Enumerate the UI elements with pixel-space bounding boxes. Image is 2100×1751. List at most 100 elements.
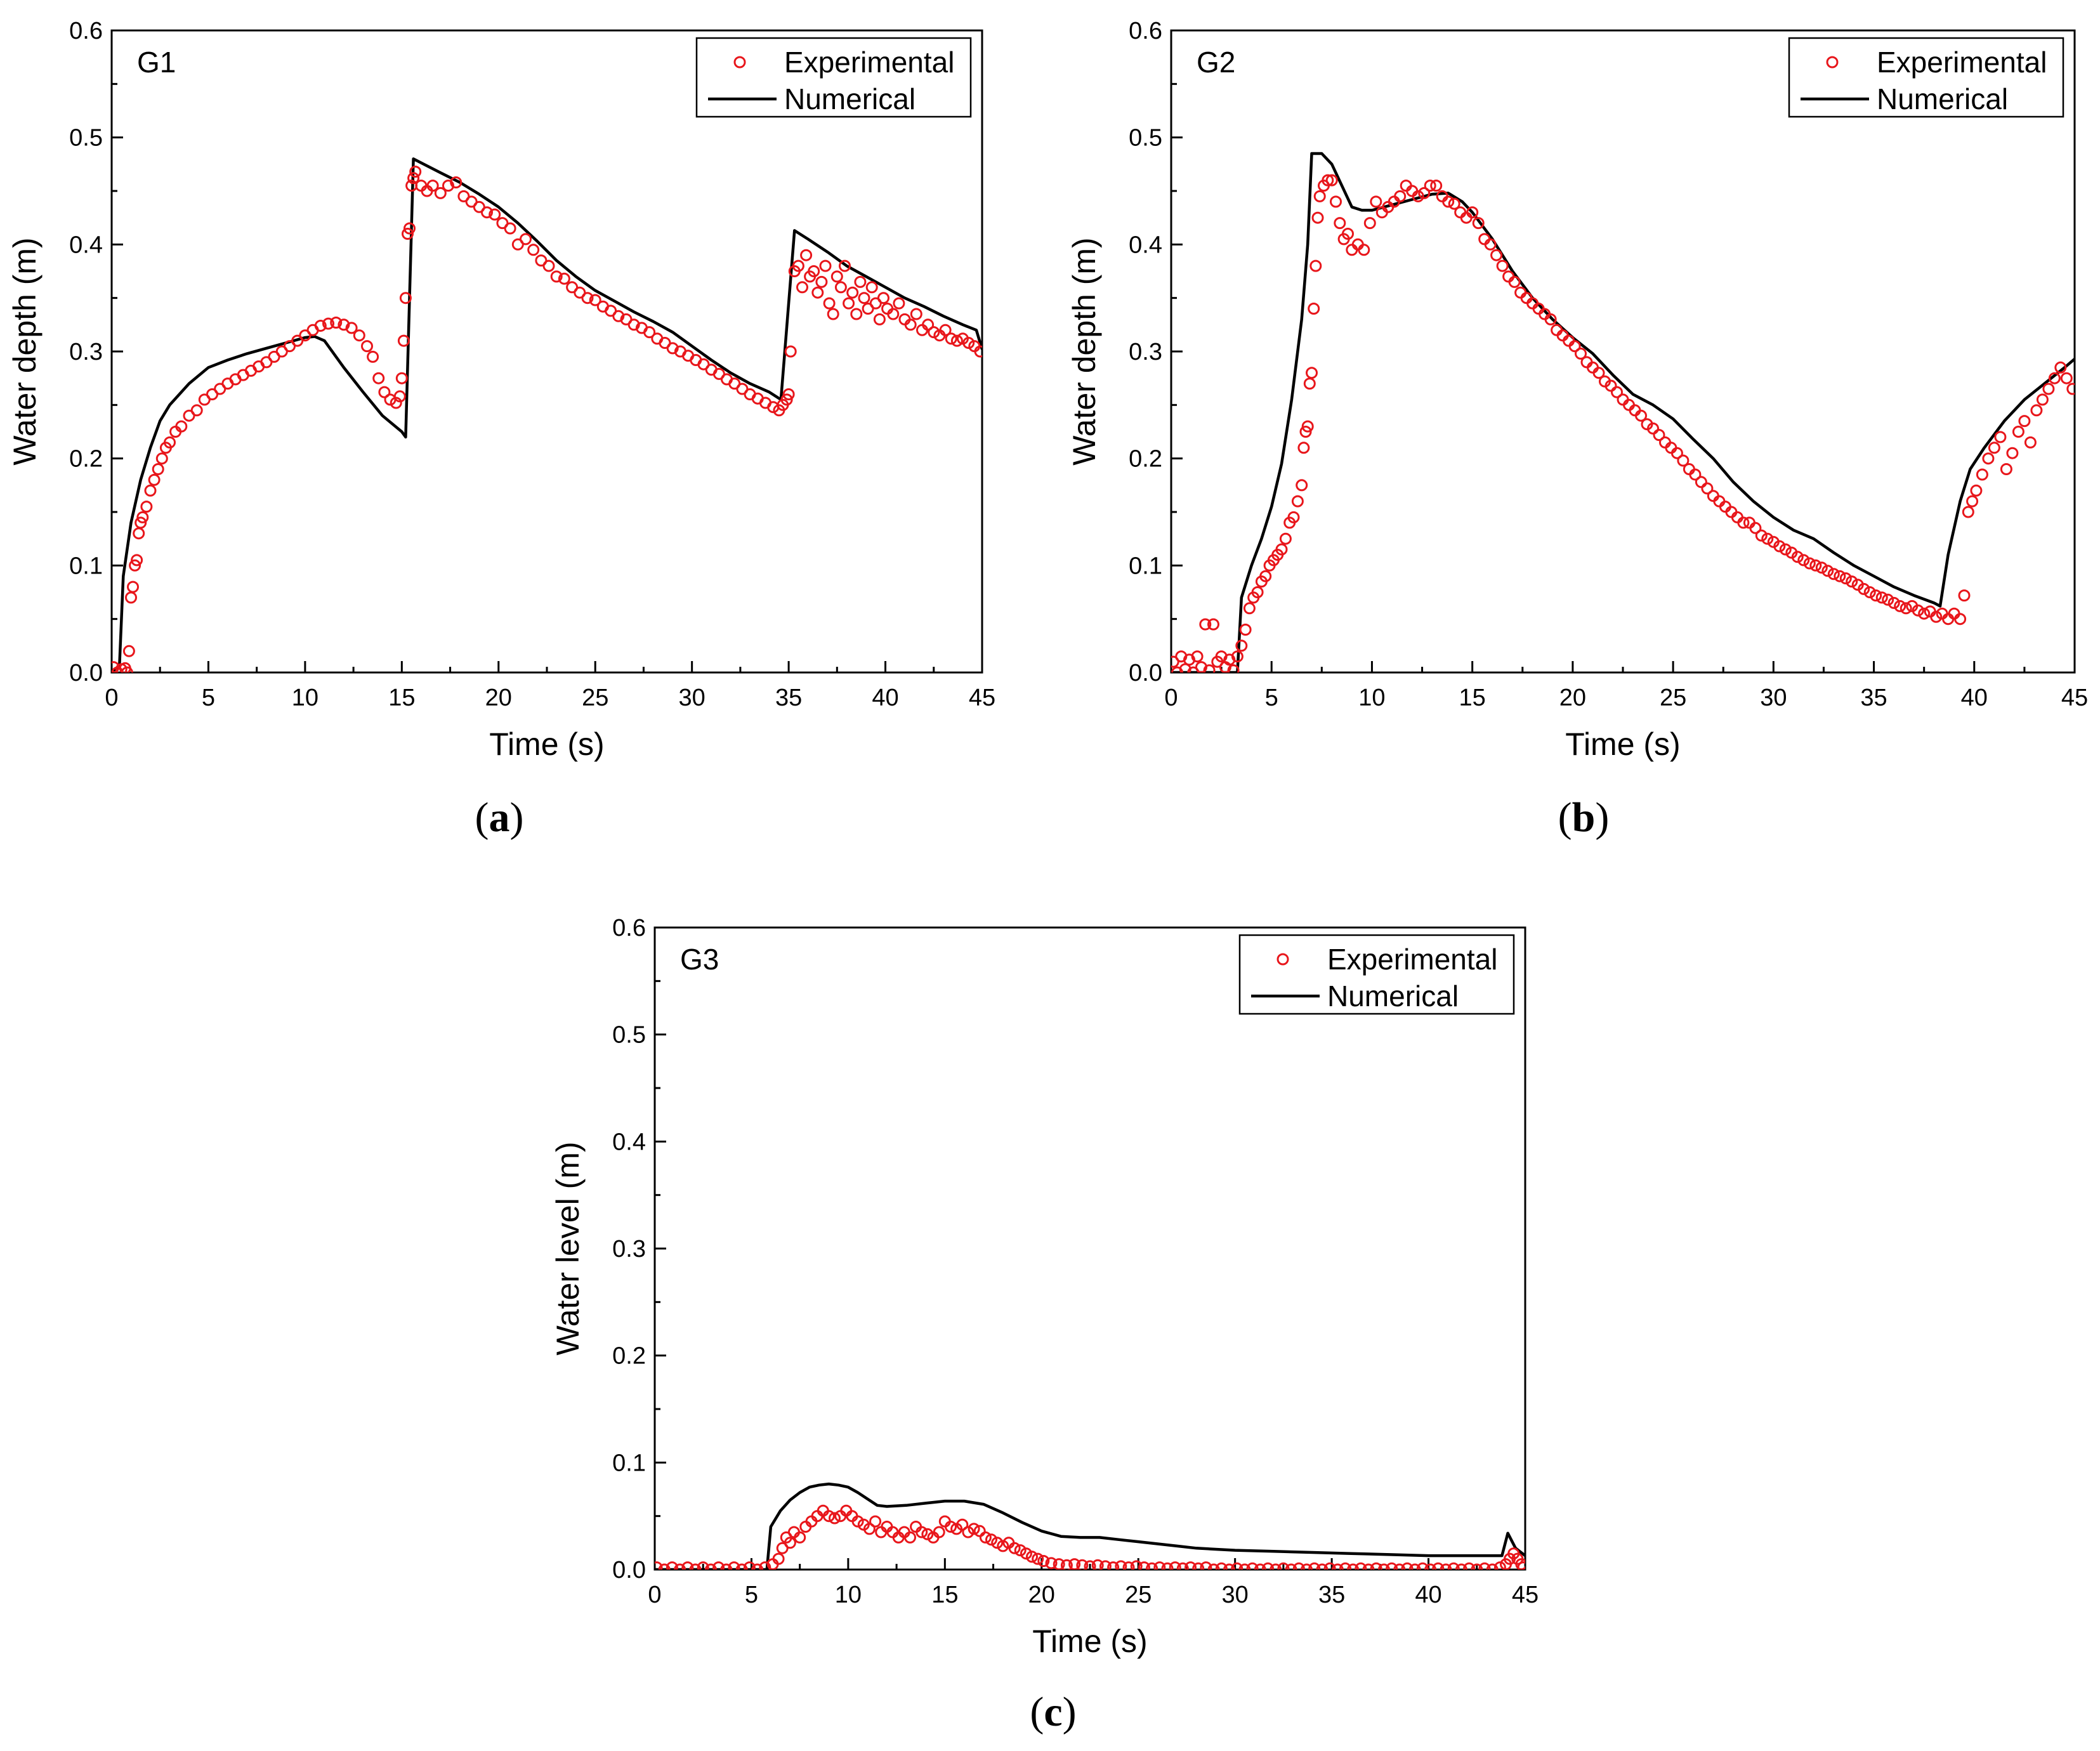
panel-caption: (a) [475, 794, 524, 841]
experimental-point [1994, 431, 2007, 443]
experimental-point [450, 176, 463, 188]
experimental-point [939, 324, 952, 336]
experimental-point [1605, 379, 1617, 392]
experimental-point [979, 1531, 992, 1544]
experimental-point [1412, 190, 1424, 202]
experimental-point [858, 292, 870, 305]
experimental-point [712, 1561, 725, 1570]
experimental-point [945, 1521, 957, 1533]
experimental-point [1773, 540, 1786, 553]
experimental-point [1301, 1563, 1313, 1570]
experimental-point [1347, 1563, 1360, 1570]
experimental-point [125, 591, 137, 604]
experimental-point [2000, 463, 2012, 475]
x-tick-label: 15 [388, 685, 415, 711]
legend-numerical-label: Numerical [1327, 980, 1459, 1013]
experimental-point [1107, 1561, 1120, 1570]
experimental-point [1122, 1561, 1135, 1570]
experimental-point [397, 334, 410, 347]
experimental-point [1161, 1562, 1174, 1570]
experimental-point [1311, 211, 1324, 224]
experimental-point [1962, 506, 1974, 518]
experimental-point [869, 1515, 882, 1528]
experimental-point [1138, 1561, 1150, 1570]
y-tick-label: 0.4 [1129, 232, 1162, 258]
x-tick-label: 25 [1125, 1582, 1152, 1608]
x-tick-label: 10 [1358, 685, 1385, 711]
experimental-point [407, 172, 420, 185]
experimental-point [658, 1563, 671, 1570]
numerical-series-line [112, 157, 982, 672]
experimental-point [155, 452, 168, 465]
experimental-point [1309, 259, 1322, 272]
experimental-point [1424, 1563, 1437, 1570]
experimental-point [792, 259, 804, 272]
experimental-point [1037, 1555, 1050, 1567]
y-tick-label: 0.1 [1129, 553, 1162, 579]
experimental-point [1386, 1562, 1398, 1570]
experimental-point [968, 1523, 980, 1535]
chart-panel-b: 0 5 10 15 20 25 30 35 40 45 0.0 0.1 0.2 0.3 0.4 0.5 0.6 T… [1066, 18, 2088, 841]
chart-panel-c: 0 5 10 15 20 25 30 35 40 45 0.0 0.1 0.2 0.3 0.4 0.5 0.6 T… [550, 915, 1539, 1735]
experimental-point [1231, 1562, 1244, 1570]
experimental-point [1918, 607, 1931, 620]
experimental-point [1815, 561, 1828, 574]
legend-box [1238, 934, 1515, 1015]
experimental-point [772, 1552, 785, 1565]
experimental-point [1894, 600, 1906, 612]
experimental-point [1171, 666, 1183, 672]
numerical-series-line [1171, 152, 2075, 672]
y-axis-label: Water depth (m) [1066, 237, 1102, 465]
experimental-point [1424, 180, 1436, 192]
x-tick-label: 40 [872, 685, 898, 711]
experimental-point [1099, 1560, 1112, 1570]
experimental-point [361, 340, 373, 353]
x-tick-label: 20 [485, 685, 512, 711]
experimental-point [1130, 1560, 1143, 1570]
experimental-point [367, 350, 379, 363]
experimental-point [697, 1561, 709, 1570]
experimental-point [1870, 589, 1882, 602]
plot-frame [110, 29, 983, 674]
experimental-point [2018, 415, 2031, 428]
experimental-point [1270, 1563, 1282, 1570]
experimental-point [1858, 582, 1870, 595]
y-tick-label: 0.3 [612, 1236, 646, 1262]
experimental-point [674, 1563, 686, 1570]
experimental-point [1930, 610, 1943, 623]
experimental-point [850, 308, 863, 320]
caption-open-paren: ( [1558, 794, 1572, 841]
x-tick-label: 0 [105, 685, 118, 711]
experimental-point [581, 292, 594, 305]
experimental-point [127, 580, 139, 593]
experimental-point [1466, 206, 1479, 219]
experimental-point [1299, 426, 1312, 438]
experimental-point [1297, 442, 1310, 454]
experimental-point [1291, 495, 1304, 508]
chart-panel-a: 0 5 10 15 20 25 30 35 40 45 0.0 0.1 0.2 0.3 0.4 0.5 0.6 T… [7, 18, 995, 841]
legend-box [695, 37, 972, 118]
experimental-point [190, 404, 203, 417]
experimental-point [829, 1512, 841, 1525]
y-tick-label: 0.6 [1129, 18, 1162, 44]
experimental-point [1200, 1561, 1212, 1570]
experimental-point [589, 294, 601, 306]
experimental-point [1755, 529, 1768, 542]
experimental-point [1394, 190, 1407, 202]
x-axis-label: Time (s) [489, 726, 604, 762]
experimental-point [1215, 1562, 1228, 1570]
experimental-point [1463, 1562, 1476, 1570]
experimental-point [1223, 1563, 1235, 1570]
experimental-point [1342, 228, 1354, 240]
experimental-point [1207, 618, 1219, 631]
caption-letter: a [489, 794, 510, 841]
experimental-point [1695, 476, 1707, 489]
legend-experimental-marker [733, 56, 746, 69]
x-tick-label: 40 [1415, 1582, 1441, 1608]
experimental-point [1592, 367, 1605, 379]
experimental-point [2042, 383, 2055, 395]
experimental-point [915, 1526, 928, 1538]
y-tick-label: 0.3 [69, 339, 103, 365]
experimental-point [743, 1561, 756, 1570]
y-tick-label: 0.6 [69, 18, 103, 44]
